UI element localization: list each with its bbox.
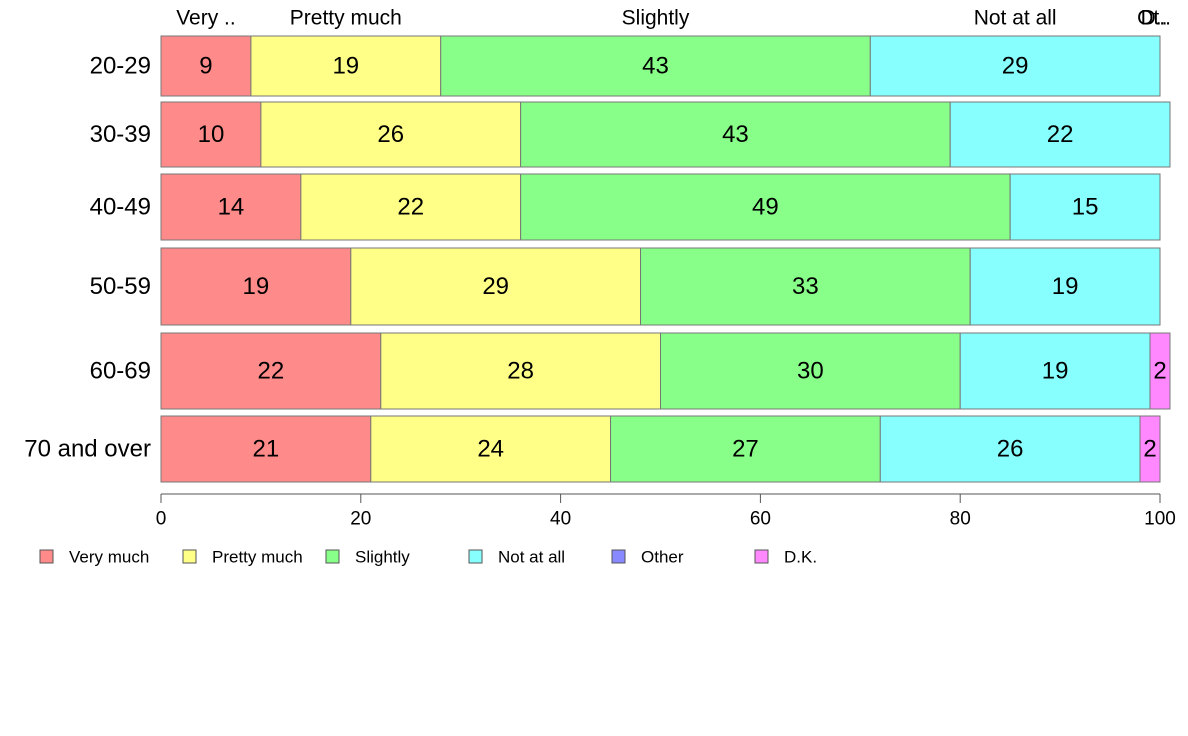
legend: Very much Pretty much Slightly Not at all Ot… <box>39 548 817 567</box>
legend-item-very-much: Very much <box>39 548 149 567</box>
data-label: 9 <box>199 53 212 80</box>
bar-row-40-49: 40-49 14 22 49 15 <box>90 173 1161 241</box>
bar-segment-pretty-much <box>350 247 642 326</box>
data-label: 22 <box>397 194 424 221</box>
legend-item-d-k: D.K. <box>754 548 817 567</box>
legend-swatch <box>182 549 197 564</box>
bar-row-20-29: 20-29 9 19 43 29 <box>90 35 1161 97</box>
data-label: 24 <box>477 436 504 463</box>
x-tick-label: 20 <box>350 509 371 530</box>
x-tick-label: 100 <box>1144 509 1176 530</box>
data-label: 22 <box>1047 121 1074 148</box>
data-label: 19 <box>1042 358 1069 385</box>
data-label: 15 <box>1072 194 1099 221</box>
data-label: 43 <box>722 121 749 148</box>
legend-label: Other <box>641 548 684 567</box>
bar-segment-very-much <box>160 101 262 168</box>
bar-segment-pretty-much <box>260 101 522 168</box>
bar-row-60-69: 60-69 22 28 30 19 2 <box>90 332 1171 410</box>
bar-segment-pretty-much <box>250 35 442 97</box>
data-label: 19 <box>332 53 359 80</box>
legend-label: Very much <box>69 548 149 567</box>
data-label: 14 <box>218 194 245 221</box>
legend-swatch <box>754 549 769 564</box>
bar-segment-very-much <box>160 247 352 326</box>
category-label: 50-59 <box>90 273 151 300</box>
bar-segment-d-k <box>1149 332 1171 410</box>
bar-segment-slightly <box>660 332 961 410</box>
bar-segment-d-k <box>1139 415 1161 483</box>
legend-item-pretty-much: Pretty much <box>182 548 303 567</box>
bar-segment-slightly <box>610 415 881 483</box>
legend-swatch <box>468 549 483 564</box>
legend-item-other: Other <box>611 548 684 567</box>
legend-swatch <box>611 549 626 564</box>
top-label-not-at-all: Not at all <box>974 7 1057 30</box>
data-label: 43 <box>642 53 669 80</box>
data-label: 27 <box>732 436 759 463</box>
data-label: 49 <box>752 194 779 221</box>
data-label: 19 <box>1052 273 1079 300</box>
bar-segment-pretty-much <box>380 332 661 410</box>
bar-segment-slightly <box>520 101 951 168</box>
data-label: 2 <box>1153 358 1166 385</box>
legend-label: D.K. <box>784 548 817 567</box>
bar-segment-slightly <box>520 173 1011 241</box>
legend-item-not-at-all: Not at all <box>468 548 565 567</box>
bar-segment-slightly <box>640 247 971 326</box>
bar-row-50-59: 50-59 19 29 33 19 <box>90 247 1161 326</box>
x-tick-label: 80 <box>950 509 971 530</box>
x-axis: 0 20 40 60 80 100 <box>156 493 1176 530</box>
x-tick-label: 60 <box>750 509 771 530</box>
data-label: 29 <box>1002 53 1029 80</box>
data-label: 33 <box>792 273 819 300</box>
category-label: 30-39 <box>90 121 151 148</box>
data-label: 22 <box>258 358 285 385</box>
legend-label: Slightly <box>355 548 410 567</box>
bar-segment-not-at-all <box>969 247 1161 326</box>
data-label: 28 <box>507 358 534 385</box>
top-category-labels: Very .. Pretty much Slightly Not at all Ot..… <box>176 7 1171 30</box>
top-label-pretty-much: Pretty much <box>290 7 402 30</box>
bar-segment-very-much <box>160 173 302 241</box>
legend-label: Not at all <box>498 548 565 567</box>
legend-swatch <box>325 549 340 564</box>
category-label: 40-49 <box>90 194 151 221</box>
bar-segment-not-at-all <box>949 101 1171 168</box>
bar-row-30-39: 30-39 10 26 43 22 <box>90 101 1171 168</box>
data-label: 2 <box>1143 436 1156 463</box>
bar-segment-not-at-all <box>1009 173 1161 241</box>
bar-segment-pretty-much <box>370 415 612 483</box>
data-label: 26 <box>997 436 1024 463</box>
category-label: 60-69 <box>90 358 151 385</box>
bar-segment-pretty-much <box>300 173 522 241</box>
legend-swatch <box>39 549 54 564</box>
legend-item-slightly: Slightly <box>325 548 410 567</box>
data-label: 29 <box>482 273 509 300</box>
data-label: 26 <box>377 121 404 148</box>
bar-segment-not-at-all <box>879 415 1141 483</box>
x-tick-label: 40 <box>550 509 571 530</box>
data-label: 30 <box>797 358 824 385</box>
data-label: 10 <box>198 121 225 148</box>
top-label-d: D.. <box>1141 7 1168 30</box>
top-label-very: Very .. <box>176 7 236 30</box>
data-label: 21 <box>253 436 280 463</box>
top-label-slightly: Slightly <box>622 7 690 30</box>
category-label: 20-29 <box>90 53 151 80</box>
data-label: 19 <box>243 273 270 300</box>
bar-row-70-and-over: 70 and over 21 24 27 26 2 <box>24 415 1161 483</box>
category-label: 70 and over <box>24 436 151 463</box>
x-tick-label: 0 <box>156 509 167 530</box>
bar-segment-not-at-all <box>869 35 1161 97</box>
top-label-ot: Ot.. <box>1137 7 1171 30</box>
legend-label: Pretty much <box>212 548 303 567</box>
